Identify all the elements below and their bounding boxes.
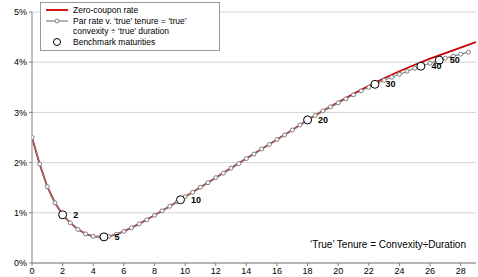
svg-text:10: 10 (191, 195, 201, 205)
svg-text:24: 24 (394, 266, 404, 276)
html-text:Zero-coupon rate: Zero-coupon rate (73, 5, 139, 15)
svg-text:2: 2 (73, 210, 78, 220)
svg-text:12: 12 (211, 266, 221, 276)
html-text:‘True’ Tenure = Convexity÷Dura: ‘True’ Tenure = Convexity÷Duration (310, 239, 466, 250)
svg-text:28: 28 (456, 266, 466, 276)
svg-text:20: 20 (318, 115, 328, 125)
svg-text:4%: 4% (14, 57, 27, 67)
svg-text:0: 0 (29, 266, 34, 276)
svg-text:30: 30 (385, 79, 395, 89)
svg-text:2%: 2% (14, 158, 27, 168)
html-text:Benchmark maturities: Benchmark maturities (73, 37, 156, 47)
svg-text:4: 4 (91, 266, 96, 276)
svg-text:50: 50 (450, 55, 460, 65)
svg-text:22: 22 (364, 266, 374, 276)
svg-text:26: 26 (425, 266, 435, 276)
svg-text:5: 5 (114, 232, 119, 242)
svg-text:6: 6 (121, 266, 126, 276)
svg-text:1%: 1% (14, 208, 27, 218)
svg-text:2: 2 (60, 266, 65, 276)
svg-text:20: 20 (333, 266, 343, 276)
svg-text:10: 10 (180, 266, 190, 276)
svg-text:40: 40 (431, 61, 441, 71)
svg-text:16: 16 (272, 266, 282, 276)
svg-text:8: 8 (152, 266, 157, 276)
svg-text:18: 18 (303, 266, 313, 276)
html-text:Par rate v. ‘true’ tenure = ‘t: Par rate v. ‘true’ tenure = ‘true’ conve… (73, 16, 187, 36)
svg-text:0%: 0% (14, 258, 27, 268)
svg-text:5%: 5% (14, 7, 27, 17)
svg-text:3%: 3% (14, 108, 27, 118)
svg-text:14: 14 (241, 266, 251, 276)
